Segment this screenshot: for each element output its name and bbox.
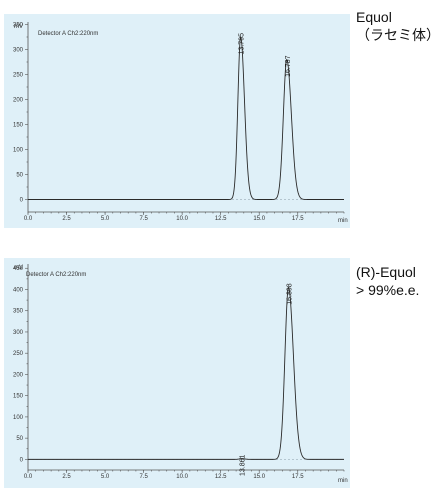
y-tick-label: 450 [13,266,24,272]
y-tick-label: 350 [13,309,24,315]
y-tick-label: 0 [20,198,24,204]
y-tick-label: 50 [16,436,23,442]
y-tick-label: 100 [13,415,24,421]
caption-line: Equol [356,9,392,25]
x-tick-label: 10.0 [176,474,188,480]
y-unit-label: mV [14,265,23,271]
chromatogram-r-equol-panel: mV Detector A Ch2:220nm min 0 50 100 150 200… [4,258,350,488]
x-tick-label: 5.0 [101,474,110,480]
x-tick-label: 12.5 [215,474,227,480]
caption-line: > 99%e.e. [356,282,420,298]
caption-line: (R)-Equol [356,264,416,280]
y-tick-label: 100 [13,148,24,154]
y-tick-label: 350 [13,23,24,29]
chromatogram-trace [28,286,344,460]
chromatogram-racemic-chart: mV Detector A Ch2:220nm min 0 50 100 150 200… [13,22,348,224]
y-tick-label: 250 [13,351,24,357]
y-tick-label: 200 [13,98,24,104]
y-tick-label: 150 [13,394,24,400]
chromatogram-trace [28,36,344,200]
x-tick-label: 7.5 [139,474,148,480]
caption-line: （ラセミ体） [356,27,434,43]
chromatogram-racemic-caption: Equol （ラセミ体） [356,8,434,44]
x-unit-label: min [338,218,348,224]
peak-label: 13.861 [240,454,247,476]
y-tick-label: 0 [20,457,24,463]
x-tick-label: 0.0 [24,216,33,222]
y-tick-label: 400 [13,287,24,293]
x-tick-label: 0.0 [24,474,33,480]
chromatogram-racemic-panel: mV Detector A Ch2:220nm min 0 50 100 150 200… [4,14,350,228]
y-tick-label: 200 [13,372,24,378]
x-unit-label: min [338,478,348,484]
y-tick-label: 50 [16,173,23,179]
detector-label: Detector A Ch2:220nm [26,272,86,278]
y-tick-label: 300 [13,48,24,54]
y-tick-label: 300 [13,330,24,336]
peak-label: 16.787 [285,55,292,77]
chromatogram-r-equol-caption: (R)-Equol > 99%e.e. [356,263,419,299]
x-tick-label: 7.5 [139,216,148,222]
x-tick-label: 17.5 [292,474,304,480]
x-tick-label: 15.0 [253,474,265,480]
chromatogram-r-equol-chart: mV Detector A Ch2:220nm min 0 50 100 150 200… [13,264,348,484]
x-tick-label: 12.5 [215,216,227,222]
x-tick-label: 2.5 [62,216,71,222]
detector-label: Detector A Ch2:220nm [38,31,98,37]
x-tick-label: 15.0 [253,216,265,222]
y-tick-label: 250 [13,73,24,79]
peak-label: 16.898 [286,283,293,305]
x-tick-label: 10.0 [176,216,188,222]
x-tick-label: 2.5 [62,474,71,480]
x-tick-label: 5.0 [101,216,110,222]
x-tick-label: 17.5 [292,216,304,222]
y-tick-label: 150 [13,123,24,129]
y-unit-label: mV [14,24,23,30]
peak-label: 13.795 [239,33,246,55]
